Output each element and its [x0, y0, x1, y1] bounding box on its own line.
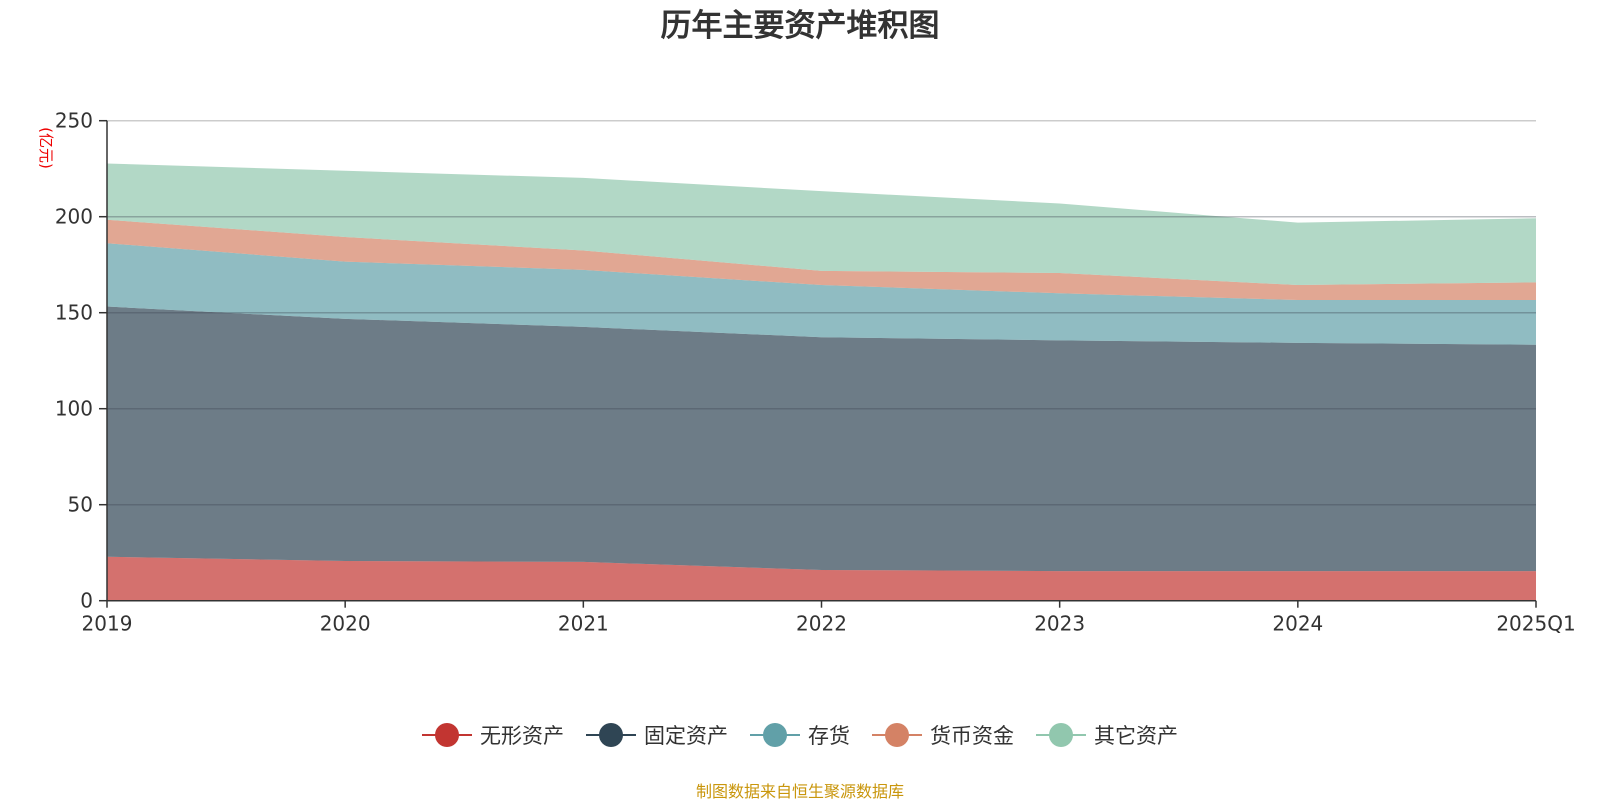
- legend-item-0[interactable]: 无形资产: [422, 720, 564, 750]
- area-series-2[interactable]: [107, 243, 1536, 345]
- y-tick-label: 150: [55, 301, 93, 325]
- legend-marker-icon: [586, 723, 636, 747]
- y-tick-label: 0: [80, 589, 93, 613]
- legend-marker-icon: [422, 723, 472, 747]
- chart-title: 历年主要资产堆积图: [661, 8, 940, 44]
- legend-marker-icon: [750, 723, 800, 747]
- legend-label: 其它资产: [1094, 724, 1178, 748]
- y-tick-label: 200: [55, 205, 93, 229]
- area-series-3[interactable]: [107, 219, 1536, 301]
- x-tick-label: 2019: [82, 612, 133, 636]
- legend-item-4[interactable]: 其它资产: [1036, 720, 1178, 750]
- y-tick-label: 100: [55, 397, 93, 421]
- x-tick-label: 2022: [796, 612, 847, 636]
- area-series-4[interactable]: [107, 163, 1536, 286]
- x-tick-label: 2020: [320, 612, 371, 636]
- y-tick-label: 250: [55, 109, 93, 133]
- x-tick-label: 2023: [1034, 612, 1085, 636]
- legend-item-1[interactable]: 固定资产: [586, 720, 728, 750]
- area-series-1[interactable]: [107, 306, 1536, 572]
- legend-item-2[interactable]: 存货: [750, 720, 850, 750]
- x-tick-label: 2021: [558, 612, 609, 636]
- legend: 无形资产 固定资产 存货 货币资金 其它资产: [0, 720, 1600, 750]
- y-axis-unit: (亿元): [37, 127, 55, 169]
- source-footer: 制图数据来自恒生聚源数据库: [695, 782, 904, 801]
- legend-marker-icon: [1036, 723, 1086, 747]
- legend-label: 无形资产: [480, 724, 564, 748]
- legend-marker-icon: [872, 723, 922, 747]
- x-tick-label: 2024: [1272, 612, 1323, 636]
- legend-label: 固定资产: [644, 724, 728, 748]
- legend-item-3[interactable]: 货币资金: [872, 720, 1014, 750]
- legend-label: 存货: [808, 724, 850, 748]
- legend-label: 货币资金: [930, 724, 1014, 748]
- area-series-0[interactable]: [107, 556, 1536, 601]
- y-tick-label: 50: [68, 493, 93, 517]
- x-tick-label: 2025Q1: [1496, 612, 1575, 636]
